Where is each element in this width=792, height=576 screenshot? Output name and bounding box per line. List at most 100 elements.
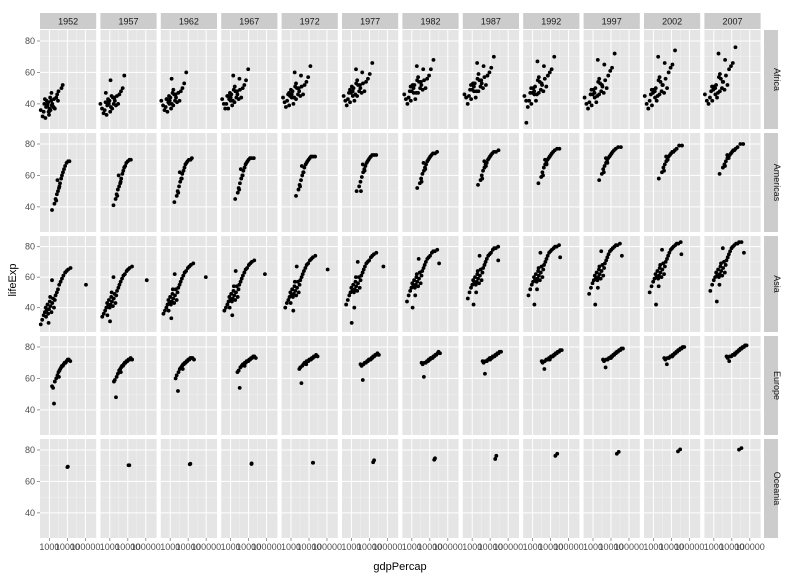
data-point: [235, 92, 240, 97]
data-point: [374, 153, 379, 157]
data-point: [116, 101, 121, 106]
data-point: [52, 298, 57, 302]
y-tick-label: 40: [25, 303, 35, 313]
data-point: [410, 281, 415, 286]
data-point: [480, 270, 485, 275]
data-point: [539, 81, 544, 86]
data-point: [57, 184, 62, 189]
data-point: [662, 61, 667, 65]
data-point: [541, 267, 546, 272]
data-point: [355, 94, 360, 98]
data-point: [727, 67, 731, 72]
data-point: [538, 270, 543, 275]
data-point: [655, 269, 660, 273]
x-tick-label: 1000: [39, 542, 59, 552]
data-point: [536, 273, 541, 278]
data-point: [423, 86, 428, 91]
column-strip-label: 1972: [300, 17, 320, 27]
data-point: [532, 302, 537, 307]
data-point: [239, 176, 244, 181]
column-strip-label: 1962: [179, 17, 199, 27]
data-point: [168, 302, 173, 307]
data-point: [362, 89, 367, 94]
data-point: [360, 162, 365, 167]
data-point: [676, 449, 680, 454]
data-point: [413, 97, 418, 102]
data-point: [662, 272, 666, 276]
data-point: [249, 461, 254, 466]
data-point: [348, 87, 352, 92]
data-point: [587, 292, 592, 296]
data-point: [54, 95, 59, 100]
data-point: [252, 258, 257, 263]
data-point: [722, 270, 727, 275]
data-point: [717, 89, 722, 94]
data-point: [587, 100, 592, 105]
data-point: [723, 57, 727, 62]
y-tick-label: 40: [25, 99, 35, 109]
data-point: [166, 298, 171, 302]
data-point: [674, 146, 679, 151]
data-point: [226, 106, 231, 111]
data-point: [292, 70, 297, 75]
panel-africa-1967: [220, 30, 278, 129]
data-point: [544, 256, 549, 261]
data-point: [415, 186, 420, 190]
data-point: [582, 95, 587, 100]
data-point: [361, 267, 366, 272]
data-point: [232, 293, 237, 298]
column-strip-label: 2007: [722, 17, 742, 27]
data-point: [606, 252, 611, 257]
data-point: [472, 89, 476, 94]
data-point: [706, 101, 711, 106]
data-point: [172, 272, 177, 276]
data-point: [358, 179, 363, 184]
data-point: [298, 184, 302, 189]
data-point: [532, 275, 536, 280]
data-point: [43, 305, 48, 310]
data-point: [169, 106, 173, 111]
data-point: [40, 317, 45, 322]
data-point: [251, 156, 256, 161]
x-tick-label: 10000: [417, 542, 442, 552]
column-strip-1987: [462, 13, 519, 29]
column-strip-label: 1977: [360, 17, 380, 27]
data-point: [44, 314, 48, 319]
data-point: [108, 78, 113, 83]
data-point: [739, 240, 744, 244]
data-point: [359, 189, 363, 194]
data-point: [485, 73, 490, 78]
data-point: [118, 179, 123, 184]
data-point: [419, 83, 424, 87]
panel-oceania-1982: [402, 439, 459, 538]
data-point: [533, 272, 538, 276]
data-point: [557, 243, 561, 248]
data-point: [420, 171, 425, 176]
data-point: [595, 57, 600, 62]
data-point: [110, 299, 114, 304]
data-point: [60, 83, 65, 87]
x-tick-label: 100000: [493, 542, 523, 552]
panel-asia-2007: [704, 236, 761, 332]
data-point: [115, 193, 120, 198]
row-strip-label: Americas: [772, 164, 782, 202]
data-point: [311, 460, 315, 465]
data-point: [173, 92, 178, 97]
data-point: [61, 273, 66, 278]
column-strip-1997: [583, 13, 640, 29]
y-tick-label: 40: [25, 508, 35, 518]
data-point: [240, 173, 245, 178]
data-point: [483, 371, 487, 376]
data-point: [377, 352, 381, 357]
data-point: [592, 95, 597, 100]
data-point: [539, 359, 544, 364]
data-point: [660, 267, 665, 272]
data-point: [716, 267, 720, 272]
data-point: [293, 288, 298, 293]
data-point: [159, 98, 164, 103]
data-point: [284, 301, 289, 305]
data-point: [667, 250, 672, 255]
data-point: [559, 348, 564, 353]
data-point: [292, 279, 297, 284]
data-point: [660, 247, 664, 252]
